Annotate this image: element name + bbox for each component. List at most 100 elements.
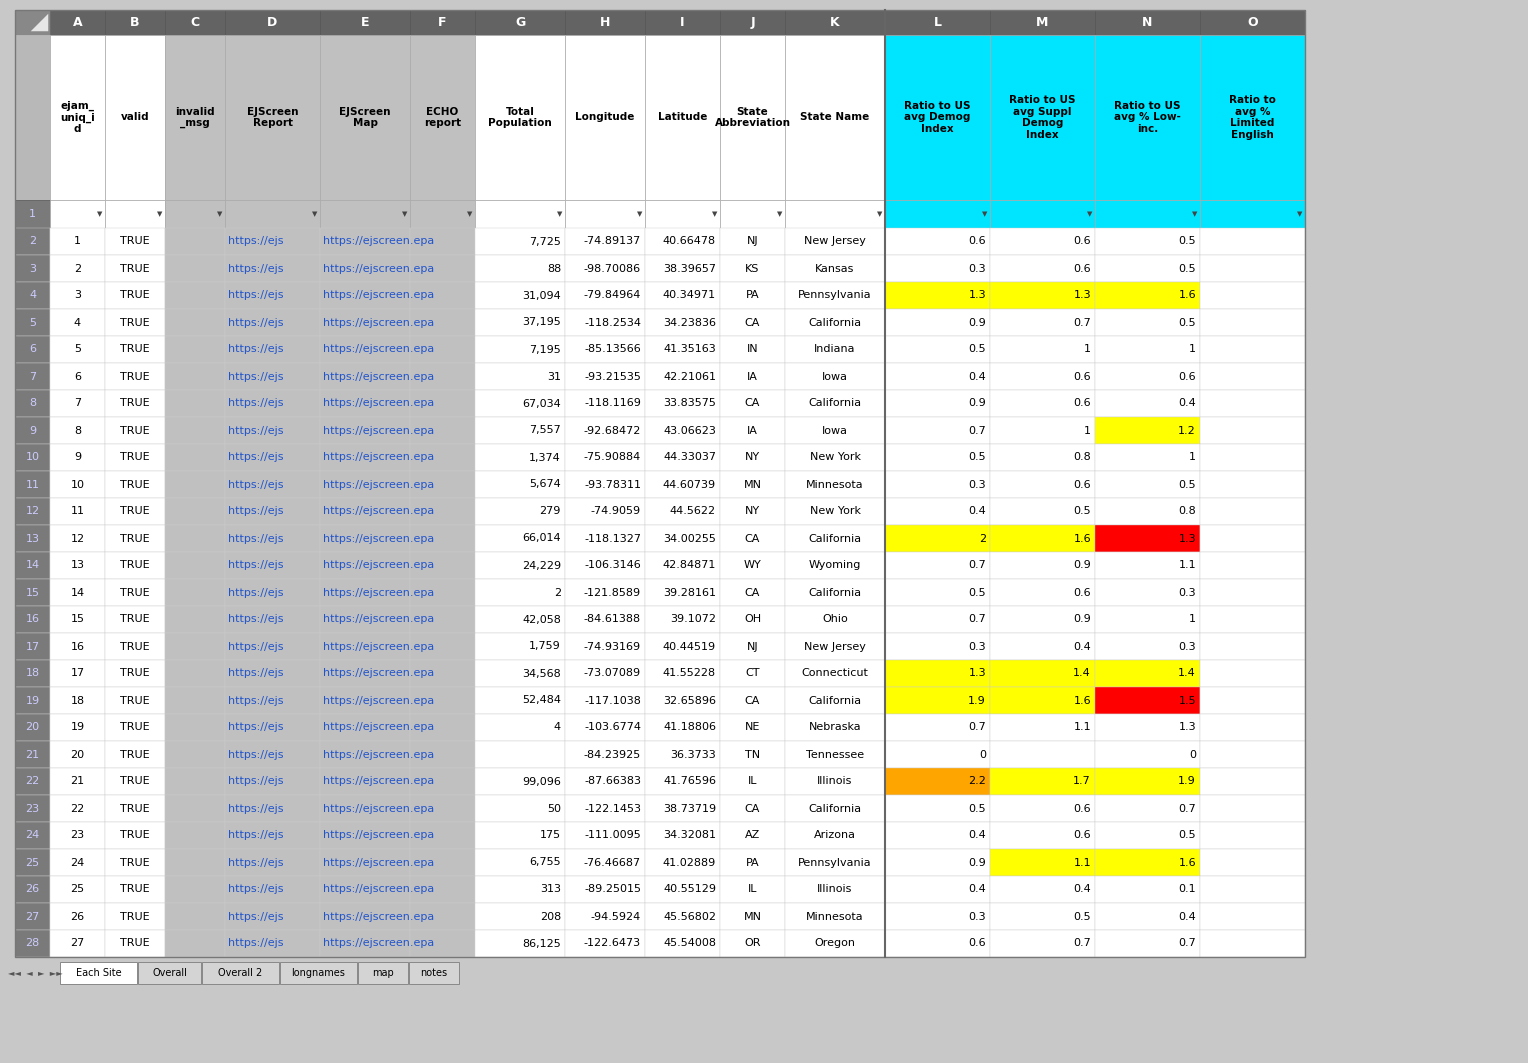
Text: -92.68472: -92.68472 (584, 425, 642, 436)
Text: M: M (1036, 16, 1048, 29)
Bar (410, 660, 475, 687)
Text: 0.5: 0.5 (1178, 264, 1196, 273)
Text: 1: 1 (1083, 425, 1091, 436)
Bar (785, 795, 885, 822)
Bar (885, 10, 990, 35)
Bar (645, 390, 720, 417)
Text: Nebraska: Nebraska (808, 723, 862, 732)
Text: 7,195: 7,195 (529, 344, 561, 354)
Bar (50, 309, 105, 336)
Bar (475, 687, 565, 714)
Text: 0.5: 0.5 (969, 344, 986, 354)
Bar (565, 876, 645, 902)
Text: https://ejscreen.epa: https://ejscreen.epa (322, 399, 434, 408)
Bar (1096, 741, 1199, 767)
Bar (1199, 336, 1305, 362)
Bar (475, 849, 565, 876)
Bar (785, 660, 885, 687)
Bar (165, 741, 225, 767)
Bar (785, 822, 885, 849)
Polygon shape (31, 14, 49, 31)
Bar (165, 579, 225, 606)
Bar (565, 930, 645, 957)
Text: 0.4: 0.4 (1073, 641, 1091, 652)
Text: 14: 14 (70, 588, 84, 597)
Text: TRUE: TRUE (121, 344, 150, 354)
Bar (105, 10, 165, 35)
Text: 0.6: 0.6 (1073, 588, 1091, 597)
Text: TRUE: TRUE (121, 641, 150, 652)
Text: New York: New York (810, 506, 860, 517)
Text: 2.2: 2.2 (969, 776, 986, 787)
Text: ▼: ▼ (637, 210, 642, 217)
Text: ▼: ▼ (1086, 210, 1093, 217)
Bar (165, 902, 225, 930)
Bar (990, 579, 1096, 606)
Bar (565, 309, 645, 336)
Text: Each Site: Each Site (76, 968, 121, 978)
Text: State
Abbreviation: State Abbreviation (715, 106, 790, 129)
Text: NJ: NJ (747, 236, 758, 247)
Text: 34.32081: 34.32081 (663, 830, 717, 841)
Bar (165, 471, 225, 497)
Bar (785, 930, 885, 957)
Text: valid: valid (121, 113, 150, 122)
Text: 0.3: 0.3 (969, 479, 986, 489)
Text: https://ejs: https://ejs (228, 588, 284, 597)
Bar (50, 444, 105, 471)
Text: 0.4: 0.4 (969, 884, 986, 894)
Text: 1.3: 1.3 (1073, 290, 1091, 301)
Bar (1199, 444, 1305, 471)
Text: New Jersey: New Jersey (804, 236, 866, 247)
Text: 32.65896: 32.65896 (663, 695, 717, 706)
Bar (165, 35, 225, 200)
Text: 52,484: 52,484 (523, 695, 561, 706)
Bar (1199, 849, 1305, 876)
Text: https://ejscreen.epa: https://ejscreen.epa (322, 560, 434, 571)
Text: 40.55129: 40.55129 (663, 884, 717, 894)
Text: https://ejs: https://ejs (228, 560, 284, 571)
Text: 0.6: 0.6 (1073, 371, 1091, 382)
Bar (785, 471, 885, 497)
Text: 24: 24 (70, 858, 84, 867)
Text: 0.9: 0.9 (1073, 560, 1091, 571)
Bar (410, 362, 475, 390)
Text: https://ejscreen.epa: https://ejscreen.epa (322, 344, 434, 354)
Text: 27: 27 (26, 911, 40, 922)
Bar (885, 660, 990, 687)
Text: F: F (439, 16, 446, 29)
Bar (720, 902, 785, 930)
Text: Illinois: Illinois (817, 884, 853, 894)
Bar (410, 822, 475, 849)
Text: 0.3: 0.3 (969, 911, 986, 922)
Text: 20: 20 (26, 723, 40, 732)
Text: https://ejs: https://ejs (228, 669, 284, 678)
Text: 0.9: 0.9 (1073, 614, 1091, 624)
Text: Connecticut: Connecticut (802, 669, 868, 678)
Bar (165, 227, 225, 255)
Bar (105, 902, 165, 930)
Bar (565, 606, 645, 632)
Bar (1199, 660, 1305, 687)
Bar (720, 632, 785, 660)
Bar (475, 822, 565, 849)
Text: 0.5: 0.5 (1178, 318, 1196, 327)
Bar (1096, 336, 1199, 362)
Bar (785, 741, 885, 767)
Bar (645, 849, 720, 876)
Text: 36.3733: 36.3733 (671, 749, 717, 759)
Text: 0.4: 0.4 (969, 830, 986, 841)
Text: notes: notes (420, 968, 448, 978)
Bar (1096, 822, 1199, 849)
Bar (15, 255, 50, 282)
Bar (475, 336, 565, 362)
Bar (645, 227, 720, 255)
Text: TRUE: TRUE (121, 506, 150, 517)
Text: IL: IL (747, 776, 758, 787)
Text: 0.9: 0.9 (969, 318, 986, 327)
Bar (1096, 390, 1199, 417)
Text: https://ejs: https://ejs (228, 723, 284, 732)
Bar (225, 336, 319, 362)
Bar (990, 849, 1096, 876)
Text: -121.8589: -121.8589 (584, 588, 642, 597)
